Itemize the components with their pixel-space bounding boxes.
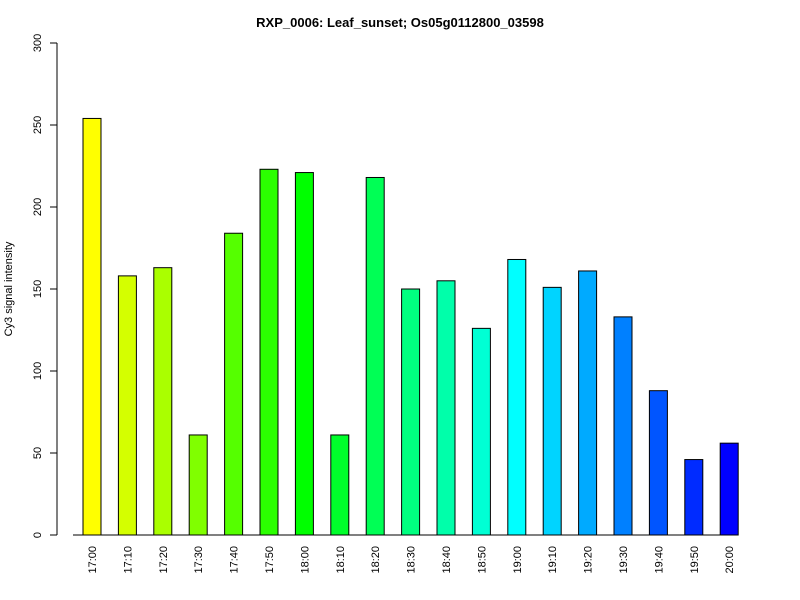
chart-title: RXP_0006: Leaf_sunset; Os05g0112800_0359… [256, 15, 544, 30]
y-tick-label: 200 [32, 198, 44, 216]
x-tick-label: 17:20 [158, 546, 170, 574]
bar-1820 [365, 176, 385, 536]
bar-1720 [153, 267, 173, 536]
x-tick-label: 19:30 [618, 546, 630, 574]
bar-1840 [436, 280, 456, 536]
bar-1850 [471, 327, 491, 536]
x-tick-label: 17:50 [264, 546, 276, 574]
bar-1700 [82, 117, 102, 536]
y-tick-label: 250 [32, 116, 44, 134]
bar-1750 [259, 168, 279, 536]
x-tick-label: 19:10 [547, 546, 559, 574]
y-tick-label: 50 [32, 447, 44, 459]
bar-2000 [719, 442, 739, 536]
bar-1920 [578, 270, 598, 536]
bar-1930 [613, 316, 633, 536]
bar-1710 [117, 275, 137, 536]
bar-1940 [648, 390, 668, 536]
y-tick-label: 100 [32, 362, 44, 380]
y-axis-label: Cy3 signal intensity [3, 241, 15, 336]
bars-group [82, 117, 739, 536]
x-tick-label: 19:00 [512, 546, 524, 574]
bar-1810 [330, 434, 350, 536]
y-tick-label: 300 [32, 34, 44, 52]
x-tick-label: 17:30 [193, 546, 205, 574]
x-tick-label: 20:00 [724, 546, 736, 574]
x-tick-label: 19:50 [689, 546, 701, 574]
x-tick-label: 18:50 [476, 546, 488, 574]
x-tick-label: 19:40 [653, 546, 665, 574]
x-tick-label: 18:20 [370, 546, 382, 574]
x-tick-label: 18:40 [441, 546, 453, 574]
bar-1900 [507, 258, 527, 536]
bar-1950 [684, 459, 704, 536]
x-axis-labels: 17:00 17:10 17:20 17:30 17:40 17:50 18:00 18:10… [87, 546, 736, 574]
x-tick-label: 18:10 [335, 546, 347, 574]
x-tick-label: 18:00 [299, 546, 311, 574]
x-tick-label: 17:00 [87, 546, 99, 574]
x-tick-label: 17:10 [122, 546, 134, 574]
y-axis: 0 50 100 150 200 250 300 [32, 34, 58, 538]
bar-1800 [294, 172, 314, 536]
bar-1910 [542, 286, 562, 536]
y-tick-label: 150 [32, 280, 44, 298]
bar-1730 [188, 434, 208, 536]
x-tick-label: 17:40 [229, 546, 241, 574]
x-tick-label: 19:20 [583, 546, 595, 574]
y-tick-label: 0 [32, 532, 44, 538]
bar-1740 [224, 232, 244, 536]
x-tick-label: 18:30 [406, 546, 418, 574]
bar-1830 [401, 288, 421, 536]
